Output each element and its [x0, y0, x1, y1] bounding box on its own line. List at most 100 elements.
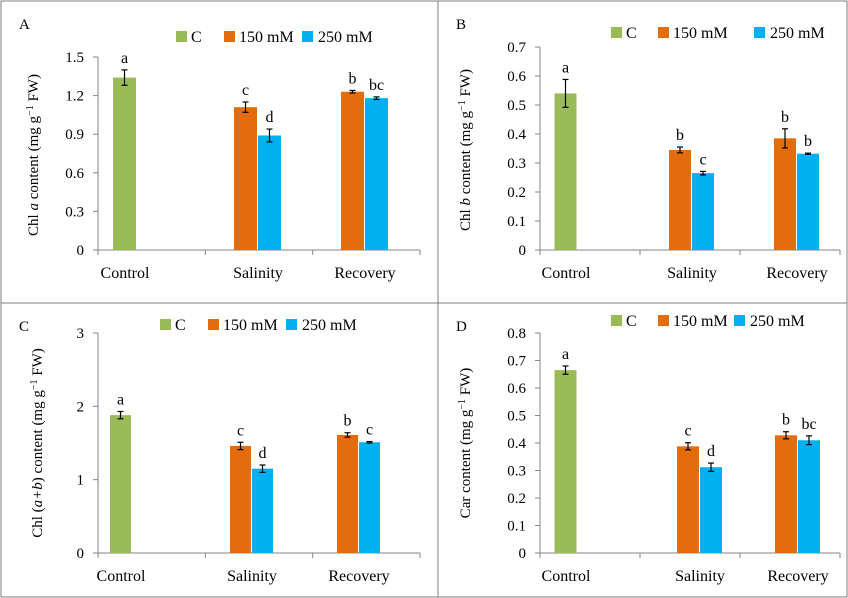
legend-swatch	[658, 315, 669, 326]
legend-label: 250 mM	[318, 29, 373, 46]
data-label: b	[349, 70, 357, 87]
x-tick-label: Salinity	[227, 568, 277, 585]
bar	[775, 435, 797, 553]
data-label: bc	[801, 416, 816, 433]
legend-swatch	[302, 31, 313, 42]
bar	[774, 138, 796, 250]
y-tick-label: 0.1	[507, 214, 526, 230]
bar	[554, 370, 577, 553]
chart-panel-a: A 0 0.3 0.6 0.9 1.2 1.5 Control Salinity Recovery…	[0, 0, 439, 304]
y-tick-label: 0	[77, 546, 85, 562]
data-label: d	[259, 445, 267, 462]
x-tick-label: Control	[101, 265, 150, 282]
bar	[113, 77, 136, 250]
legend-swatch	[224, 31, 235, 42]
x-tick-label: Recovery	[328, 568, 389, 585]
legend-swatch	[176, 31, 187, 42]
y-axis-label: Car content (mg g−1 FW)	[457, 368, 475, 519]
bar	[337, 434, 358, 553]
y-tick-label: 2	[77, 399, 85, 415]
data-label: b	[344, 413, 352, 430]
legend-label: 150 mM	[673, 313, 728, 330]
y-tick-label: 0.4	[507, 436, 526, 452]
y-tick-label: 0	[519, 243, 527, 259]
legend-swatch	[611, 315, 622, 326]
data-label: d	[707, 443, 715, 460]
panel-label: C	[19, 319, 29, 335]
bar	[554, 93, 577, 251]
y-tick-label: 0.6	[507, 381, 526, 397]
legend-swatch	[208, 319, 219, 330]
bar	[677, 446, 699, 553]
y-axis-label: Chl a content (mg g−1 FW)	[25, 74, 43, 236]
bar	[365, 98, 388, 250]
x-tick-label: Salinity	[233, 265, 283, 282]
data-label: b	[804, 133, 812, 150]
y-tick-label: 0.2	[507, 491, 526, 507]
y-tick-label: 0.6	[65, 166, 84, 182]
data-label: b	[676, 127, 684, 144]
bar	[669, 149, 691, 250]
chart-panel-d: D 0 0.1 0.2 0.3 0.4 0.5 0.6 0.7 0.8 Control Salinit…	[437, 302, 848, 598]
bar	[252, 468, 273, 553]
legend-swatch	[734, 315, 745, 326]
y-tick-label: 0.5	[507, 409, 526, 425]
chart-panel-c: C 0 1 2 3 Control Salinity Recovery Chl (a+b) co…	[0, 302, 439, 598]
data-label: c	[242, 82, 249, 99]
data-label: a	[121, 50, 128, 67]
bar	[798, 440, 820, 553]
legend-label: 250 mM	[750, 313, 805, 330]
panel-label: B	[456, 17, 466, 33]
x-tick-label: Control	[542, 265, 591, 282]
y-tick-label: 0.6	[507, 69, 526, 85]
bar	[797, 153, 819, 250]
y-tick-label: 1	[77, 473, 85, 489]
legend-label: C	[175, 317, 186, 334]
y-axis-label: Chl (a+b) content (mg g−1 FW)	[29, 348, 47, 538]
data-label: c	[684, 423, 691, 440]
legend-label: 150 mM	[673, 25, 728, 42]
y-tick-label: 0.2	[507, 185, 526, 201]
bar	[110, 415, 131, 553]
y-tick-label: 0.3	[65, 204, 84, 220]
y-tick-label: 0	[77, 243, 85, 259]
legend-label: 250 mM	[770, 25, 825, 42]
y-axis-label: Chl b content (mg g−1 FW)	[457, 69, 475, 231]
x-tick-label: Salinity	[675, 568, 725, 585]
legend-label: C	[626, 25, 637, 42]
y-tick-label: 1.2	[65, 89, 84, 105]
legend-label: 250 mM	[302, 317, 357, 334]
legend-swatch	[658, 27, 669, 38]
x-tick-label: Recovery	[766, 265, 827, 282]
y-tick-label: 0.7	[507, 354, 526, 370]
data-label: c	[699, 151, 706, 168]
legend-label: 150 mM	[223, 317, 278, 334]
data-label: c	[366, 422, 373, 439]
panel-border	[437, 302, 848, 598]
data-label: c	[237, 422, 244, 439]
chart-panel-b: B 0 0.1 0.2 0.3 0.4 0.5 0.6 0.7 Control Salinity Re…	[437, 0, 848, 304]
legend-swatch	[611, 27, 622, 38]
bar	[692, 173, 714, 250]
legend-label: C	[626, 313, 637, 330]
legend-swatch	[160, 319, 171, 330]
y-tick-label: 0.1	[507, 519, 526, 535]
data-label: d	[266, 109, 274, 126]
data-label: a	[562, 346, 569, 363]
y-tick-label: 0	[519, 546, 527, 562]
y-tick-label: 0.4	[507, 127, 526, 143]
x-tick-label: Control	[97, 568, 146, 585]
y-tick-label: 0.7	[507, 40, 526, 56]
legend-label: 150 mM	[239, 29, 294, 46]
panel-label: A	[19, 17, 30, 33]
data-label: bc	[369, 77, 384, 94]
x-tick-label: Salinity	[667, 265, 717, 282]
bar	[341, 91, 364, 251]
data-label: a	[117, 391, 124, 408]
legend-swatch	[754, 27, 765, 38]
y-tick-label: 0.3	[507, 464, 526, 480]
bar	[234, 107, 257, 251]
y-tick-label: 3	[77, 326, 85, 342]
panel-label: D	[456, 319, 467, 335]
